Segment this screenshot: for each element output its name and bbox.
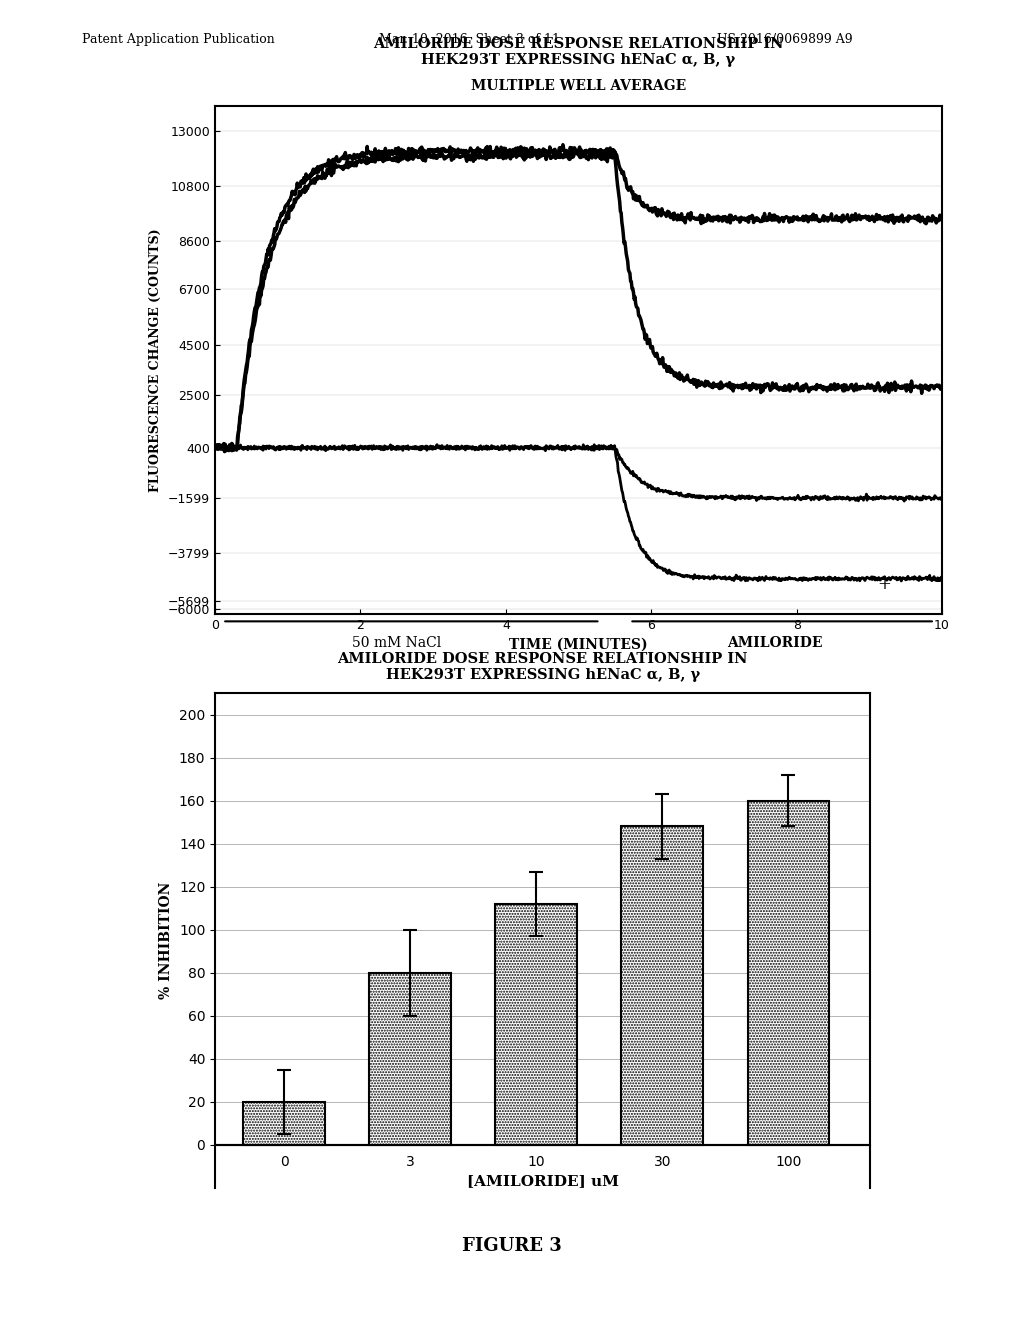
Bar — [622, 826, 703, 1144]
Text: AMILORIDE: AMILORIDE — [727, 636, 822, 651]
Text: Mar. 10, 2016  Sheet 3 of 11: Mar. 10, 2016 Sheet 3 of 11 — [379, 33, 560, 46]
X-axis label: [AMILORIDE] uM: [AMILORIDE] uM — [467, 1175, 618, 1188]
Bar — [748, 801, 829, 1144]
X-axis label: TIME (MINUTES): TIME (MINUTES) — [509, 638, 648, 651]
Title: AMILORIDE DOSE RESPONSE RELATIONSHIP IN
HEK293T EXPRESSING hENaC α, B, γ: AMILORIDE DOSE RESPONSE RELATIONSHIP IN … — [374, 37, 783, 67]
Bar — [496, 904, 578, 1144]
Text: 50 mM NaCl: 50 mM NaCl — [352, 636, 441, 651]
Title: AMILORIDE DOSE RESPONSE RELATIONSHIP IN
HEK293T EXPRESSING hENaC α, B, γ: AMILORIDE DOSE RESPONSE RELATIONSHIP IN … — [338, 652, 748, 682]
Bar — [370, 973, 452, 1144]
Y-axis label: FLUORESCENCE CHANGE (COUNTS): FLUORESCENCE CHANGE (COUNTS) — [150, 228, 162, 491]
Bar — [244, 1102, 326, 1144]
Text: Patent Application Publication: Patent Application Publication — [82, 33, 274, 46]
Text: US 2016/0069899 A9: US 2016/0069899 A9 — [717, 33, 852, 46]
Text: FIGURE 3: FIGURE 3 — [462, 1237, 562, 1255]
Y-axis label: % INHIBITION: % INHIBITION — [160, 882, 173, 999]
Text: +: + — [877, 576, 891, 593]
Text: MULTIPLE WELL AVERAGE: MULTIPLE WELL AVERAGE — [471, 79, 686, 92]
